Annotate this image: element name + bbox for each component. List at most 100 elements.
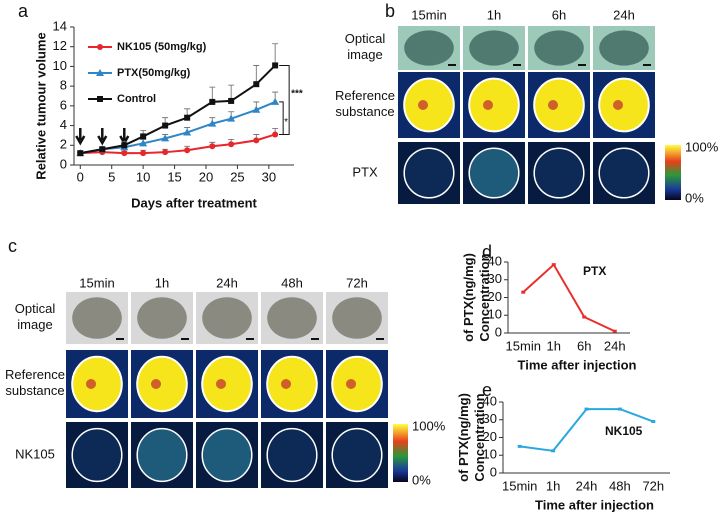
marker [551,263,556,267]
tissue-spot [483,100,493,110]
marker [99,146,106,153]
series-annotation: PTX [583,264,606,278]
marker [271,97,280,105]
row-label: Optical image [345,31,386,62]
tissue-signal [331,427,383,483]
tissue-signal [468,147,520,199]
colorbar-label: 0% [685,190,704,205]
tissue-spot [86,379,96,389]
series-line [522,263,616,333]
tissue-spot [281,379,291,389]
x-tick-label: 1h [547,338,561,353]
significance: *** [291,89,303,100]
y-tick-label: 10 [488,307,502,322]
marker [228,97,235,104]
y-tick-label: 8 [60,78,67,93]
tissue-signal [403,77,455,133]
dose-arrow [75,128,86,146]
marker [209,143,216,150]
tissue [72,297,122,339]
x-tick-label: 20 [199,169,213,184]
tissue-signal [136,427,188,483]
marker [140,150,147,157]
y-tick-label: 30 [488,271,502,286]
y-tick-label: 6 [60,97,67,112]
panel-letter: e [482,380,492,400]
marker [184,114,191,121]
x-tick-label: 72h [642,478,664,493]
panel-letter: b [385,1,395,21]
tissue [599,30,649,66]
column-label: 72h [346,275,368,290]
tissue [534,30,584,66]
x-tick-label: 0 [77,169,84,184]
y-tick-label: 40 [488,253,502,268]
marker [228,141,235,148]
x-tick-label: 24h [576,478,598,493]
tissue-signal [533,77,585,133]
marker [184,147,191,154]
tissue-spot [216,379,226,389]
marker [617,407,622,411]
tissue [202,297,252,339]
tissue-signal [266,427,318,483]
row-label: NK105 [15,446,55,461]
legend-label: Control [117,93,156,105]
x-tick-label: 30 [262,169,276,184]
x-axis-label: Time after injection [535,497,654,512]
y-tick-label: 0 [495,324,502,339]
tissue [469,30,519,66]
x-tick-label: 6h [577,338,591,353]
marker [584,407,589,411]
tissue-signal [331,355,383,413]
marker [208,119,217,127]
marker [272,131,279,138]
x-axis-label: Time after injection [518,357,637,372]
marker [253,81,260,88]
marker [582,315,587,319]
column-label: 1h [155,275,169,290]
tissue-signal [201,355,253,413]
y-tick-label: 12 [53,38,67,53]
y-tick-label: 0 [60,156,67,171]
marker [96,69,104,76]
bracket [279,101,284,135]
legend-label: NK105 (50mg/kg) [117,41,207,53]
column-label: 24h [613,7,635,22]
column-label: 15min [411,7,446,22]
column-label: 6h [552,7,566,22]
y-tick-label: 4 [60,117,67,132]
y-tick-label: 30 [483,411,497,426]
colorbar-label: 100% [685,139,719,154]
marker [227,114,236,122]
tissue-spot [548,100,558,110]
tissue [404,30,454,66]
tissue-signal [533,147,585,199]
x-tick-label: 5 [108,169,115,184]
tissue-signal [468,77,520,133]
panel-letter: a [18,1,29,21]
tissue [267,297,317,339]
y-tick-label: 10 [53,58,67,73]
marker [551,449,556,453]
series-line [80,100,276,155]
y-tick-label: 40 [483,393,497,408]
marker [253,137,260,144]
tissue-spot [346,379,356,389]
significance: * [284,117,288,128]
row-label: PTX [352,164,378,179]
marker [162,149,169,156]
y-axis-label: Relative tumour volume [33,32,48,179]
series-annotation: NK105 [605,424,643,438]
series-line [80,64,276,155]
error-bar [253,65,260,85]
x-tick-label: 25 [230,169,244,184]
colorbar [665,145,681,200]
row-label: Optical image [15,301,56,332]
error-bar [272,43,279,66]
marker [183,128,192,136]
marker [121,150,128,157]
dose-arrow [97,128,108,146]
panel-letter: d [482,242,492,262]
